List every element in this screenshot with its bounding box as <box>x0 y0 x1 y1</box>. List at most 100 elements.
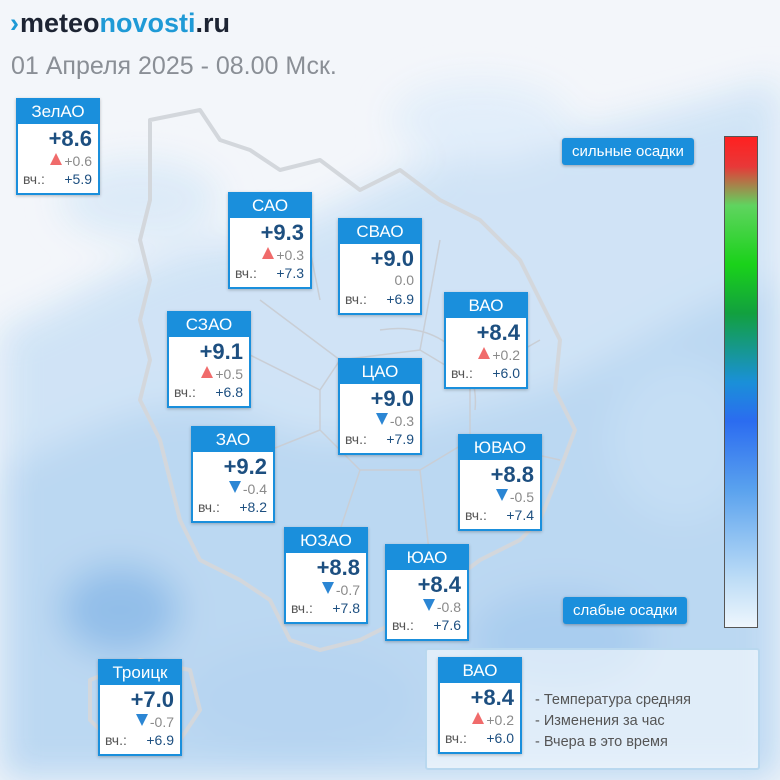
district-card-3[interactable]: ВАО +8.4 +0.2 вч.: +6.0 <box>444 292 528 389</box>
yesterday-row: вч.: +7.3 <box>235 265 304 281</box>
district-card-6[interactable]: ЗАО +9.2 -0.4 вч.: +8.2 <box>191 426 275 523</box>
logo-text-domain: .ru <box>195 8 231 38</box>
yesterday-label: вч.: <box>465 507 487 523</box>
legend-descriptions: - Температура средняя - Изменения за час… <box>535 690 691 753</box>
yesterday-label: вч.: <box>291 600 313 616</box>
hourly-change: -0.7 <box>321 581 360 598</box>
yesterday-row: вч.: +6.0 <box>451 365 520 381</box>
trend-up-icon <box>200 365 214 382</box>
average-temperature: +9.1 <box>199 339 243 364</box>
yesterday-value: +7.8 <box>332 600 360 616</box>
yesterday-row: вч.: +6.9 <box>105 732 174 748</box>
yesterday-label: вч.: <box>198 499 220 515</box>
hourly-change-value: +0.5 <box>215 365 243 382</box>
yesterday-label: вч.: <box>392 617 414 633</box>
trend-up-icon <box>477 346 491 363</box>
hourly-change: +0.3 <box>261 246 304 263</box>
precipitation-color-scale <box>724 136 758 628</box>
hourly-change-value: +0.2 <box>486 711 514 728</box>
average-temperature: +9.3 <box>260 220 304 245</box>
legend-item-temperature: - Температура средняя <box>535 692 691 708</box>
yesterday-row: вч.: +7.9 <box>345 431 414 447</box>
legend-item-yesterday: - Вчера в это время <box>535 734 668 750</box>
hourly-change: +0.6 <box>49 152 92 169</box>
yesterday-row: вч.: +6.0 <box>445 730 514 746</box>
district-name: ЮЗАО <box>286 529 366 553</box>
district-card-1[interactable]: САО +9.3 +0.3 вч.: +7.3 <box>228 192 312 289</box>
yesterday-row: вч.: +7.8 <box>291 600 360 616</box>
hourly-change-value: -0.8 <box>436 598 461 615</box>
trend-down-icon <box>495 488 509 505</box>
logo-mark-icon: › <box>10 8 19 38</box>
hourly-change-value: +0.6 <box>64 152 92 169</box>
average-temperature: +8.6 <box>48 126 92 151</box>
average-temperature: +9.2 <box>223 454 267 479</box>
yesterday-label: вч.: <box>345 431 367 447</box>
district-name: ВАО <box>446 294 526 318</box>
district-name: СВАО <box>340 220 420 244</box>
average-temperature: +9.0 <box>370 246 414 271</box>
hourly-change: -0.7 <box>135 713 174 730</box>
yesterday-label: вч.: <box>345 291 367 307</box>
hourly-change-value: -0.3 <box>389 412 414 429</box>
district-name: Троицк <box>100 661 180 685</box>
trend-down-icon <box>375 412 389 429</box>
average-temperature: +8.4 <box>476 320 520 345</box>
trend-up-icon <box>49 152 63 169</box>
hourly-change-value: -0.4 <box>242 480 267 497</box>
yesterday-value: +8.2 <box>239 499 267 515</box>
yesterday-row: вч.: +6.8 <box>174 384 243 400</box>
yesterday-value: +6.9 <box>146 732 174 748</box>
yesterday-label: вч.: <box>23 171 45 187</box>
district-card-2[interactable]: СВАО +9.0 0.0 вч.: +6.9 <box>338 218 422 315</box>
site-logo[interactable]: ›meteonovosti.ru <box>10 8 230 39</box>
yesterday-value: +6.0 <box>492 365 520 381</box>
average-temperature: +7.0 <box>130 687 174 712</box>
light-precipitation-label: слабые осадки <box>563 597 688 624</box>
yesterday-value: +6.9 <box>386 291 414 307</box>
yesterday-value: +7.4 <box>506 507 534 523</box>
district-card-5[interactable]: ЦАО +9.0 -0.3 вч.: +7.9 <box>338 358 422 455</box>
trend-up-icon <box>471 711 485 728</box>
trend-down-icon <box>228 480 242 497</box>
hourly-change-value: -0.7 <box>335 581 360 598</box>
trend-down-icon <box>321 581 335 598</box>
hourly-change: +0.2 <box>477 346 520 363</box>
hourly-change: -0.4 <box>228 480 267 497</box>
district-card-0[interactable]: ЗелАО +8.6 +0.6 вч.: +5.9 <box>16 98 100 195</box>
average-temperature: +8.8 <box>316 555 360 580</box>
district-name: СЗАО <box>169 313 249 337</box>
yesterday-row: вч.: +7.6 <box>392 617 461 633</box>
yesterday-row: вч.: +6.9 <box>345 291 414 307</box>
district-name: ЦАО <box>340 360 420 384</box>
logo-text-novosti: novosti <box>99 8 196 38</box>
average-temperature: +8.4 <box>470 685 514 710</box>
yesterday-row: вч.: +7.4 <box>465 507 534 523</box>
district-name: САО <box>230 194 310 218</box>
yesterday-value: +7.6 <box>433 617 461 633</box>
district-card-10[interactable]: Троицк +7.0 -0.7 вч.: +6.9 <box>98 659 182 756</box>
hourly-change-value: 0.0 <box>394 272 414 288</box>
trend-up-icon <box>261 246 275 263</box>
average-temperature: +8.8 <box>490 462 534 487</box>
yesterday-value: +5.9 <box>64 171 92 187</box>
yesterday-label: вч.: <box>105 732 127 748</box>
district-card-8[interactable]: ЮЗАО +8.8 -0.7 вч.: +7.8 <box>284 527 368 624</box>
hourly-change-value: +0.3 <box>276 246 304 263</box>
district-name: ЗАО <box>193 428 273 452</box>
yesterday-label: вч.: <box>174 384 196 400</box>
yesterday-value: +7.9 <box>386 431 414 447</box>
district-card-7[interactable]: ЮВАО +8.8 -0.5 вч.: +7.4 <box>458 434 542 531</box>
heavy-precipitation-label: сильные осадки <box>562 138 694 165</box>
average-temperature: +9.0 <box>370 386 414 411</box>
yesterday-value: +7.3 <box>276 265 304 281</box>
district-card-legend-example[interactable]: ВАО +8.4 +0.2 вч.: +6.0 <box>438 657 522 754</box>
yesterday-value: +6.8 <box>215 384 243 400</box>
district-card-9[interactable]: ЮАО +8.4 -0.8 вч.: +7.6 <box>385 544 469 641</box>
yesterday-label: вч.: <box>235 265 257 281</box>
logo-text-meteo: meteo <box>20 8 100 38</box>
district-name: ЮАО <box>387 546 467 570</box>
hourly-change: +0.5 <box>200 365 243 382</box>
average-temperature: +8.4 <box>417 572 461 597</box>
district-card-4[interactable]: СЗАО +9.1 +0.5 вч.: +6.8 <box>167 311 251 408</box>
